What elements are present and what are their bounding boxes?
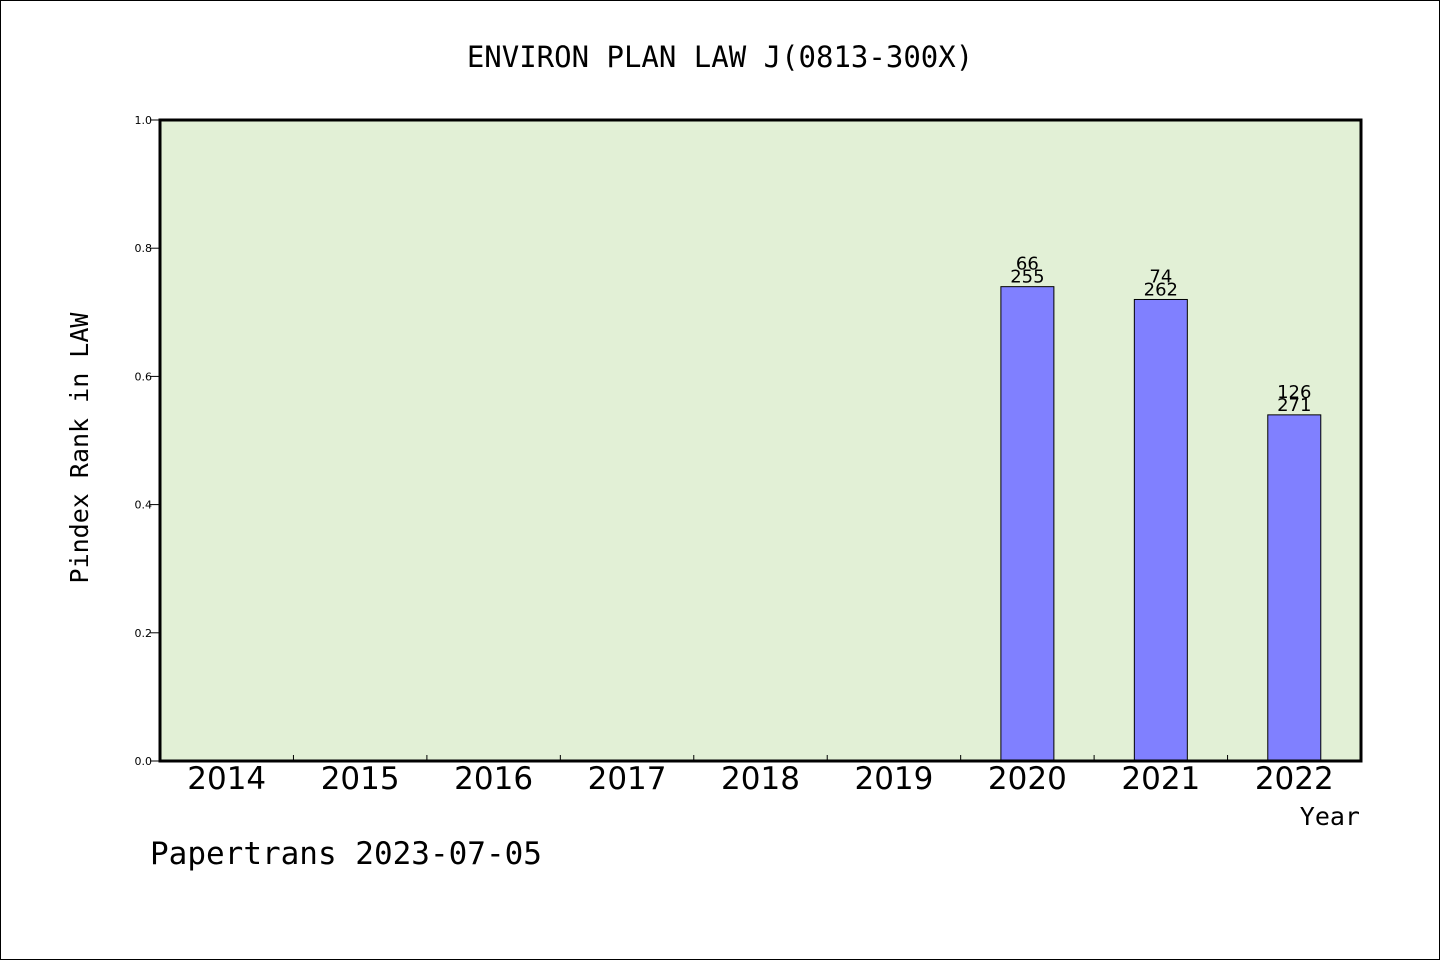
chart-title: ENVIRON PLAN LAW J(0813-300X) [467,40,973,74]
y-axis-label: Pindex Rank in LAW [65,312,94,584]
y-tick-label-0.0: 0.0 [135,755,153,768]
bar-2020 [1000,286,1055,762]
x-tick-label-2017: 2017 [588,761,667,797]
y-tick-label-0.8: 0.8 [135,242,153,255]
x-tick-label-2015: 2015 [321,761,400,797]
bar-label-top-2020: 66 [1016,254,1039,275]
x-axis: 2014 2015 2016 2017 2018 2019 2020 2021 2022 [187,755,1334,797]
x-tick-label-2022: 2022 [1255,761,1334,797]
x-axis-label: Year [1300,802,1360,831]
y-axis: 0.0 0.2 0.4 0.6 0.8 1.0 [135,114,160,768]
y-tick-label-0.4: 0.4 [135,499,153,512]
y-tick-label-1.0: 1.0 [135,114,153,127]
bar-label-bottom-2022: 271 [1277,395,1311,416]
bar-label-bottom-2020: 255 [1010,267,1044,288]
bar-label-bottom-2021: 262 [1144,279,1178,300]
x-tick-label-2020: 2020 [988,761,1067,797]
bar-label-top-2021: 74 [1149,266,1172,287]
x-tick-label-2014: 2014 [187,761,266,797]
bar-2021 [1133,298,1188,762]
bar-2022 [1267,414,1322,762]
bars-group [1000,286,1322,762]
plot-border [158,118,1363,763]
bar-label-top-2022: 126 [1277,382,1311,403]
y-tick-label-0.6: 0.6 [135,370,153,383]
x-tick-label-2018: 2018 [721,761,800,797]
x-tick-label-2019: 2019 [854,761,933,797]
y-tick-label-0.2: 0.2 [135,627,153,640]
x-tick-label-2016: 2016 [454,761,533,797]
footer-source-date: Papertrans 2023-07-05 [150,836,542,872]
x-tick-label-2021: 2021 [1121,761,1200,797]
